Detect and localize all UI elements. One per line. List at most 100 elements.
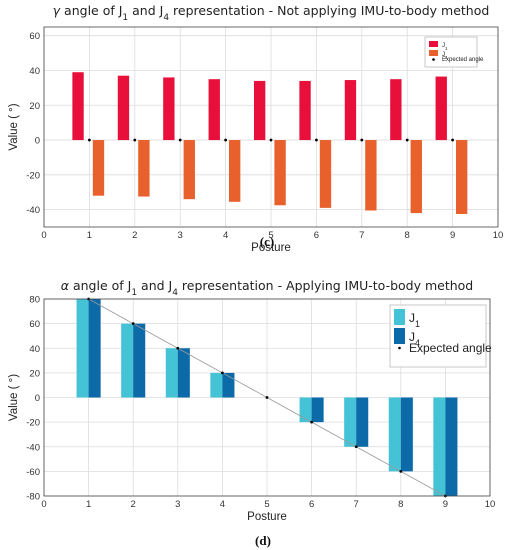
- bar-j4: [445, 397, 458, 496]
- x-tick-label: 5: [264, 499, 269, 510]
- bar-j1: [299, 397, 312, 423]
- y-tick-label: 80: [29, 295, 40, 306]
- bar-j4: [133, 323, 146, 398]
- y-tick-label: 60: [29, 319, 40, 330]
- x-tick-label: 6: [309, 499, 314, 510]
- x-tick-label: 0: [41, 230, 46, 241]
- x-tick-label: 0: [41, 499, 46, 510]
- expected-angle-point: [176, 346, 180, 350]
- expected-angle-point: [310, 420, 313, 424]
- x-tick-label: 4: [223, 230, 228, 241]
- legend-marker-expected: [398, 346, 401, 350]
- y-tick-label: 0: [35, 393, 40, 404]
- bar-j1: [344, 80, 357, 141]
- x-axis-label: Posture: [251, 242, 291, 254]
- x-tick-label: 6: [314, 230, 319, 241]
- x-tick-label: 8: [398, 499, 403, 510]
- expected-angle-point: [133, 138, 137, 142]
- legend-marker-expected: [432, 58, 435, 61]
- expected-angle-point: [265, 396, 269, 399]
- bar-j1: [253, 80, 266, 141]
- x-tick-label: 4: [220, 499, 225, 510]
- bar-j4: [92, 140, 105, 196]
- x-tick-label: 2: [131, 499, 136, 510]
- x-tick-label: 7: [359, 230, 364, 241]
- y-tick-label: 40: [29, 344, 40, 355]
- expected-angle-point: [178, 138, 182, 142]
- bar-j4: [222, 372, 235, 398]
- bar-j4: [88, 299, 101, 398]
- y-axis-label: Value ( °): [8, 374, 20, 421]
- legend-label-j4: J4: [409, 330, 420, 348]
- x-tick-label: 5: [268, 230, 273, 241]
- bar-j1: [163, 77, 175, 141]
- x-tick-label: 1: [87, 230, 92, 241]
- y-tick-label: -60: [26, 467, 40, 478]
- x-tick-label: 8: [405, 230, 410, 241]
- x-tick-label: 7: [354, 499, 359, 510]
- bar-j1: [210, 372, 223, 398]
- bar-j4: [274, 140, 286, 206]
- axes-box: [43, 26, 499, 228]
- bar-j1: [165, 348, 178, 398]
- legend-swatch-j4: [429, 50, 438, 56]
- bar-j1: [344, 397, 357, 447]
- x-tick-label: 10: [485, 499, 496, 510]
- bar-j1: [72, 72, 84, 141]
- bar-j1: [433, 397, 446, 496]
- bar-j4: [183, 140, 195, 200]
- bar-j4: [311, 397, 324, 423]
- y-tick-label: 20: [29, 368, 40, 379]
- y-tick-label: 60: [29, 31, 40, 42]
- y-tick-label: 40: [29, 66, 40, 77]
- bar-j1: [208, 79, 220, 141]
- y-axis-label: Value ( °): [8, 103, 20, 150]
- expected-angle-point: [224, 138, 228, 142]
- figure-caption: (d): [255, 533, 271, 548]
- bar-j1: [388, 397, 401, 472]
- legend-swatch-j1: [429, 41, 438, 47]
- x-tick-label: 3: [178, 230, 183, 241]
- y-tick-label: 0: [35, 136, 40, 147]
- legend-label-j4: J4: [442, 52, 448, 60]
- figure-caption: (c): [260, 234, 274, 249]
- expected-angle-point: [315, 138, 318, 142]
- bar-j4: [138, 140, 150, 197]
- chart-2: 0 1 2 3 4 5 6 7 8 9 10 -80 -60 -40 -20 0 20 40 60 80 Posture…: [8, 278, 495, 548]
- legend-box: [389, 304, 487, 368]
- bar-j1: [299, 80, 311, 141]
- bar-j4: [356, 397, 369, 447]
- legend-swatch-j1: [394, 309, 405, 325]
- chart-title: γ angle of J1 and J4 representation - No…: [53, 3, 490, 23]
- y-tick-label: -40: [26, 205, 40, 216]
- expected-angle-point: [88, 138, 91, 142]
- bar-j1: [76, 299, 89, 398]
- y-tick-label: -20: [26, 418, 40, 429]
- bar-j4: [229, 140, 241, 202]
- expected-angle-point: [269, 138, 273, 142]
- legend-label-j1: J1: [442, 43, 448, 51]
- bar-j1: [121, 323, 134, 398]
- expected-angle-point: [221, 371, 224, 375]
- bar-j4: [400, 397, 413, 472]
- bar-j4: [365, 140, 377, 211]
- x-tick-label: 10: [493, 230, 504, 241]
- x-tick-label: 2: [132, 230, 137, 241]
- bar-j4: [177, 348, 190, 398]
- x-axis-label: Posture: [247, 511, 287, 523]
- bar-j4: [410, 140, 422, 214]
- legend-label-expected: Expected angle: [442, 57, 484, 63]
- expected-angle-point: [354, 445, 358, 449]
- bar-j1: [390, 79, 402, 141]
- legend-swatch-j4: [394, 328, 405, 344]
- legend-label-j1: J1: [409, 311, 420, 329]
- x-tick-label: 3: [175, 499, 180, 510]
- expected-angle-point: [360, 138, 364, 142]
- x-tick-label: 9: [443, 499, 448, 510]
- expected-angle-point: [451, 138, 454, 142]
- bar-j1: [435, 76, 447, 141]
- bar-j1: [117, 75, 130, 141]
